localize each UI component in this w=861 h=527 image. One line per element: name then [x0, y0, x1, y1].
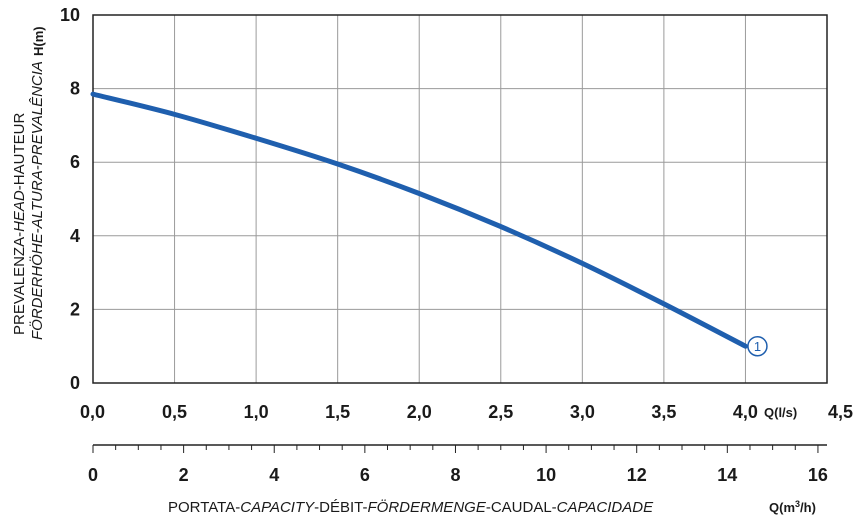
x-tick-label-ls-7: 3,5	[651, 402, 676, 422]
x-tick-label-m3h-2: 4	[269, 465, 279, 485]
x-axis-title: PORTATA-CAPACITY-DÉBIT-FÖRDERMENGE-CAUDA…	[168, 498, 654, 516]
x2-unit-label: Q(m3/h)	[769, 499, 816, 515]
x-tick-label-ls-0: 0,0	[80, 402, 105, 422]
x-tick-label-m3h-4: 8	[450, 465, 460, 485]
y-tick-label-5: 10	[60, 5, 80, 25]
x-tick-label-ls-9: 4,5	[828, 402, 853, 422]
y-tick-label-3: 6	[70, 152, 80, 172]
x-tick-label-ls-4: 2,0	[407, 402, 432, 422]
x-tick-label-m3h-0: 0	[88, 465, 98, 485]
x-tick-label-ls-3: 1,5	[325, 402, 350, 422]
x-tick-label-m3h-1: 2	[179, 465, 189, 485]
y-axis-title-line1: PREVALENZA-HEAD-HAUTEUR	[11, 113, 28, 335]
x-tick-label-m3h-7: 14	[717, 465, 737, 485]
x-tick-label-m3h-3: 6	[360, 465, 370, 485]
x-tick-label-ls-5: 2,5	[488, 402, 513, 422]
y-unit-label: H(m)	[31, 26, 46, 56]
x-tick-label-ls-6: 3,0	[570, 402, 595, 422]
plot-area	[93, 15, 827, 383]
x-tick-labels-ls: 0,0 0,5 1,0 1,5 2,0 2,5 3,0 3,5 4,0 4,5	[80, 402, 853, 422]
y-tick-label-1: 2	[70, 299, 80, 319]
x-tick-label-ls-1: 0,5	[162, 402, 187, 422]
x1-unit-label: Q(l/s)	[764, 405, 797, 420]
y-axis-title-line2: FÖRDERHÖHE-ALTURA-PREVALÊNCIA	[28, 61, 46, 340]
x-tick-label-m3h-5: 10	[536, 465, 556, 485]
x-tick-label-ls-8: 4,0	[733, 402, 758, 422]
x-tick-label-ls-2: 1,0	[244, 402, 269, 422]
x-tick-label-m3h-8: 16	[808, 465, 828, 485]
y-tick-label-0: 0	[70, 373, 80, 393]
y-tick-label-4: 8	[70, 79, 80, 99]
y-tick-labels: 0 2 4 6 8 10	[60, 5, 80, 393]
x-tick-label-m3h-6: 12	[627, 465, 647, 485]
series-marker-label: 1	[754, 339, 761, 354]
x-tick-labels-m3h: 0 2 4 6 8 10 12 14 16	[88, 465, 828, 485]
y-tick-label-2: 4	[70, 226, 80, 246]
secondary-x-minor-ticks	[93, 445, 818, 453]
